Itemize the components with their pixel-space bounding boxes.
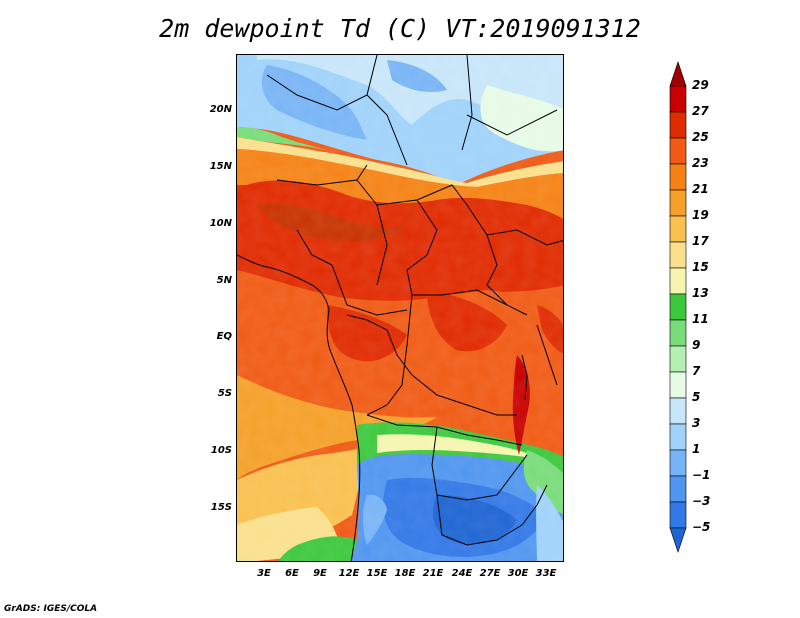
lat-label-20n: 20N	[209, 104, 232, 115]
legend-swatch	[669, 423, 687, 451]
legend-label: 1	[692, 442, 701, 456]
legend-label: 7	[692, 364, 701, 378]
lon-label-12e: 12E	[338, 568, 360, 579]
lon-label-24e: 24E	[451, 568, 473, 579]
dewpoint-field	[237, 55, 563, 561]
map-panel	[236, 54, 564, 562]
legend-label: 13	[692, 286, 709, 300]
legend-label: −1	[692, 468, 711, 482]
lon-label-9e: 9E	[313, 568, 327, 579]
lon-label-18e: 18E	[394, 568, 416, 579]
legend-label: 25	[692, 130, 709, 144]
lat-label-5s: 5S	[217, 388, 232, 399]
legend-swatch	[669, 319, 687, 347]
legend-swatch	[669, 85, 687, 113]
legend-swatch	[669, 267, 687, 295]
legend-label: 11	[692, 312, 709, 326]
legend-swatch	[669, 241, 687, 269]
legend-label: 15	[692, 260, 709, 274]
lon-label-21e: 21E	[422, 568, 444, 579]
legend-label: 3	[692, 416, 701, 430]
lat-label-eq: EQ	[216, 331, 232, 342]
legend-label: 21	[692, 182, 709, 196]
lat-label-15n: 15N	[209, 161, 232, 172]
map-title: 2m dewpoint Td (C) VT:2019091312	[159, 14, 641, 43]
legend-swatch	[669, 501, 687, 529]
lat-label-10s: 10S	[210, 445, 232, 456]
lon-label-15e: 15E	[366, 568, 388, 579]
legend-label: 27	[692, 104, 709, 118]
legend-label: 29	[692, 78, 709, 92]
lon-label-30e: 30E	[507, 568, 529, 579]
legend-label: 17	[692, 234, 709, 248]
lat-label-10n: 10N	[209, 218, 232, 229]
lon-label-27e: 27E	[479, 568, 501, 579]
legend-arrow-top	[669, 61, 687, 87]
legend-label: 19	[692, 208, 709, 222]
legend-arrow-bottom	[669, 527, 687, 553]
legend-swatch	[669, 293, 687, 321]
legend-label: −5	[692, 520, 711, 534]
legend-swatch	[669, 371, 687, 399]
legend-swatch	[669, 345, 687, 373]
legend-swatch	[669, 163, 687, 191]
legend-swatch	[669, 475, 687, 503]
legend-label: 23	[692, 156, 709, 170]
legend-label: 9	[692, 338, 701, 352]
legend-swatch	[669, 397, 687, 425]
lon-label-6e: 6E	[285, 568, 299, 579]
legend-swatch	[669, 449, 687, 477]
legend-label: 5	[692, 390, 701, 404]
grads-credit: GrADS: IGES/COLA	[4, 604, 98, 614]
color-legend	[669, 61, 687, 553]
legend-swatch	[669, 111, 687, 139]
legend-swatch	[669, 189, 687, 217]
lon-label-33e: 33E	[535, 568, 557, 579]
lat-label-15s: 15S	[210, 502, 232, 513]
lat-label-5n: 5N	[216, 275, 232, 286]
legend-swatch	[669, 215, 687, 243]
legend-label: −3	[692, 494, 711, 508]
lon-label-3e: 3E	[257, 568, 271, 579]
legend-swatch	[669, 137, 687, 165]
